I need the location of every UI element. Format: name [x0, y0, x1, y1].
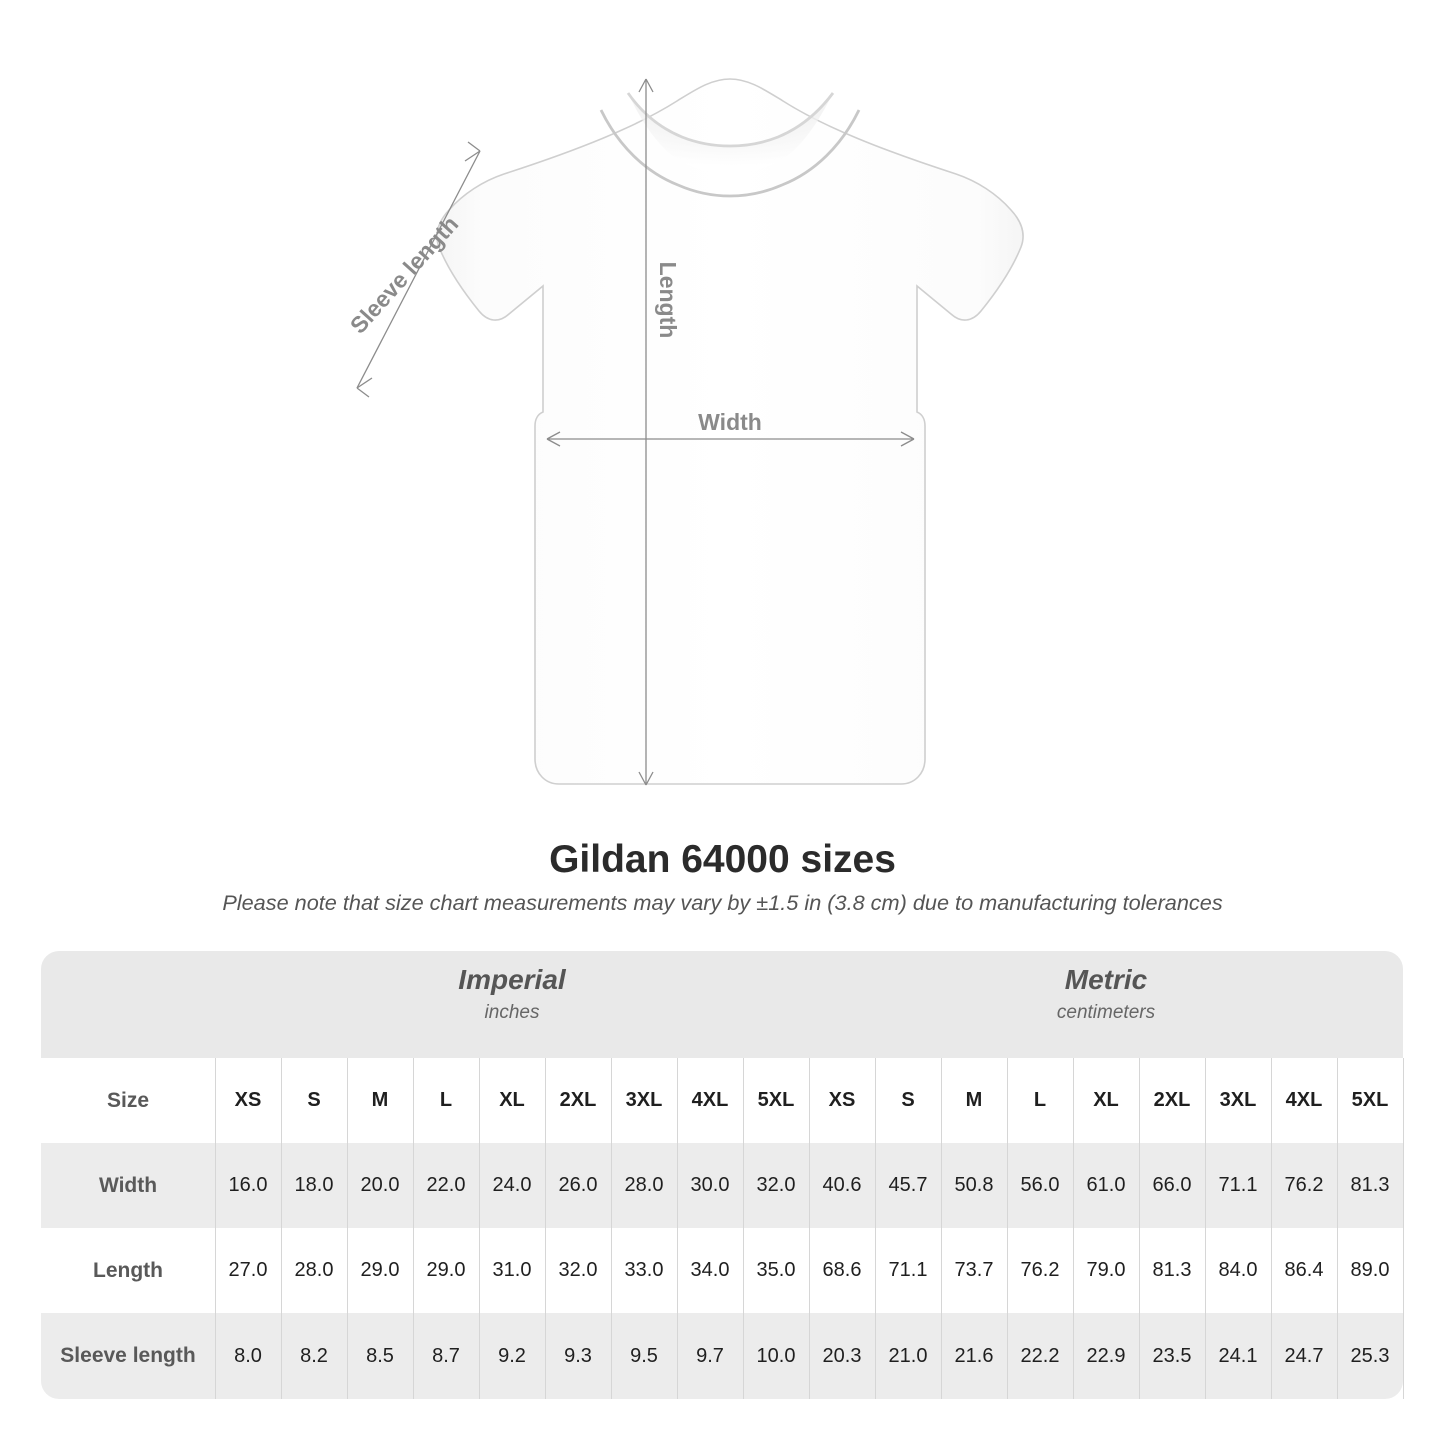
svg-text:Length: Length [655, 262, 681, 339]
svg-text:Width: Width [698, 409, 762, 435]
svg-text:Sleeve length: Sleeve length [345, 211, 464, 339]
